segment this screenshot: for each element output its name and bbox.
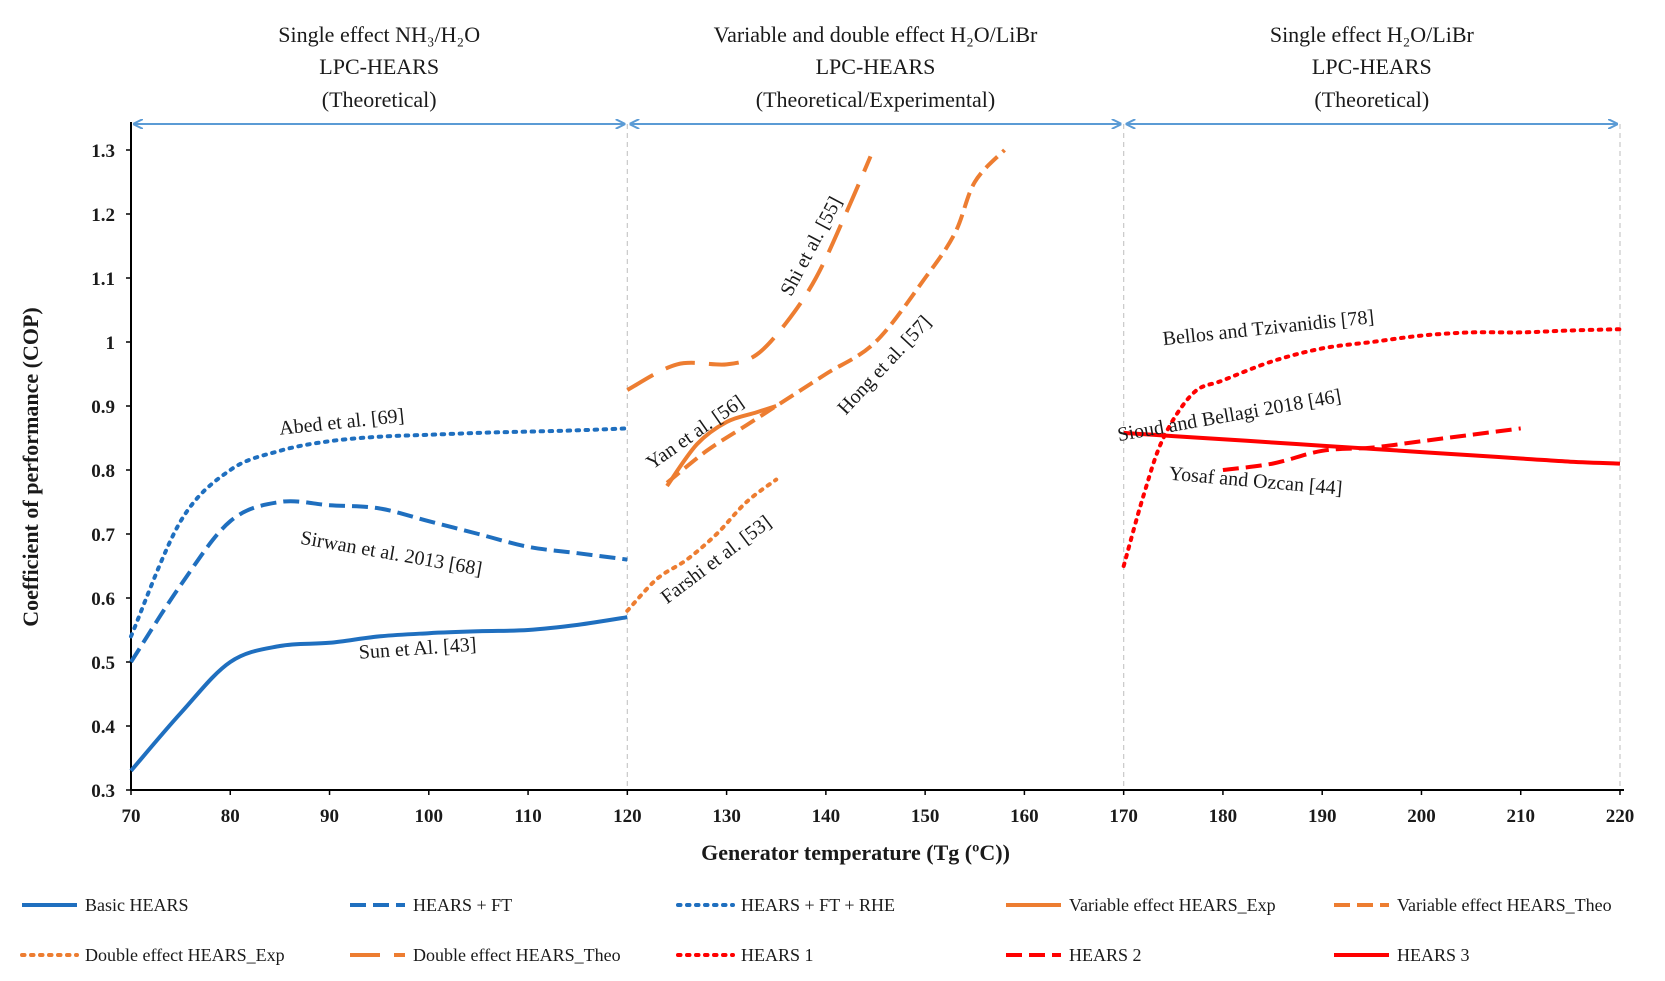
series-line-10 [1123,430,1621,466]
annotation-label: Abed et al. [69] [278,405,405,440]
y-tick-label: 1 [106,333,116,354]
legend-label: Double effect HEARS_Theo [413,945,621,965]
series-line-4 [665,404,777,488]
region-1-title-line3: (Theoretical) [322,87,437,112]
region-1-title-line1: Single effect NH₃/H₂O [278,22,480,47]
x-tick-label: 170 [1109,806,1138,827]
legend-label: HEARS 2 [1069,945,1142,965]
series-line-5 [665,148,1006,485]
legend-label: Double effect HEARS_Exp [85,945,285,965]
y-tick-label: 0.9 [91,397,115,418]
series-line-1 [129,615,628,773]
x-tick-label: 200 [1407,806,1436,827]
x-tick-label: 130 [712,806,741,827]
x-tick-label: 140 [812,806,841,827]
x-tick-label: 190 [1308,806,1337,827]
annotation-label: Farshi et al. [53] [657,511,776,608]
region-3-title-line2: LPC-HEARS [1312,54,1432,79]
series-line-6 [625,477,779,613]
legend-label: Variable effect HEARS_Theo [1397,895,1612,915]
x-axis-title: Generator temperature (Tg (ºC)) [701,840,1010,865]
region-2-title-line1: Variable and double effect H₂O/LiBr [714,22,1038,47]
region-3-title-line3: (Theoretical) [1314,87,1429,112]
legend-label: Variable effect HEARS_Exp [1069,895,1276,915]
x-tick-label: 70 [122,806,141,827]
y-tick-label: 0.5 [91,653,115,674]
y-tick-label: 0.7 [91,525,115,546]
y-tick-label: 0.3 [91,781,115,802]
y-tick-label: 1.1 [91,269,115,290]
region-1-title-line2: LPC-HEARS [319,54,439,79]
x-tick-label: 180 [1209,806,1238,827]
annotation-label: Hong et al. [57] [833,311,935,419]
region-3-title-line1: Single effect H₂O/LiBr [1270,22,1475,47]
x-tick-label: 210 [1506,806,1535,827]
annotation-layer: Abed et al. [69] Sirwan et al. 2013 [68] S… [278,193,1375,664]
x-tick-label: 80 [221,806,240,827]
legend-label: Basic HEARS [85,895,189,915]
annotation-label: Bellos and Tzivanidis [78] [1162,306,1376,350]
y-tick-label: 1.3 [91,141,115,162]
legend: Basic HEARS HEARS + FT HEARS + FT + RHE Var… [20,895,1612,965]
legend-label: HEARS + FT [413,895,512,915]
series-line-3 [129,426,630,639]
x-tick-label: 100 [415,806,444,827]
y-tick-label: 0.8 [91,461,115,482]
y-axis-title: Coefficient of performance (COP) [18,307,43,626]
y-tick-label: 1.2 [91,205,115,226]
series-line-8 [1121,327,1622,568]
y-tick-label: 0.4 [91,717,115,738]
series-line-2 [129,499,628,664]
legend-label: HEARS + FT + RHE [741,895,895,915]
x-tick-label: 110 [514,806,541,827]
annotation-label: Sirwan et al. 2013 [68] [299,527,484,581]
series-layer [129,148,1622,773]
x-tick-label: 160 [1010,806,1039,827]
x-tick-label: 220 [1606,806,1635,827]
series-line-7 [626,155,873,392]
axes-layer: 70 80 90 100 110 120 130 140 150 160 170 180 190 200 2… [18,122,1634,865]
x-tick-label: 120 [613,806,642,827]
x-tick-label: 150 [911,806,940,827]
y-tick-label: 0.6 [91,589,115,610]
region-2-title-line2: LPC-HEARS [816,54,936,79]
regions-layer: Single effect NH₃/H₂O LPC-HEARS (Theoretic… [134,22,1621,790]
legend-label: HEARS 1 [741,945,814,965]
legend-label: HEARS 3 [1397,945,1470,965]
x-tick-label: 90 [320,806,339,827]
region-2-title-line3: (Theoretical/Experimental) [756,87,995,112]
annotation-label: Sioud and Bellagi 2018 [46] [1116,385,1343,446]
